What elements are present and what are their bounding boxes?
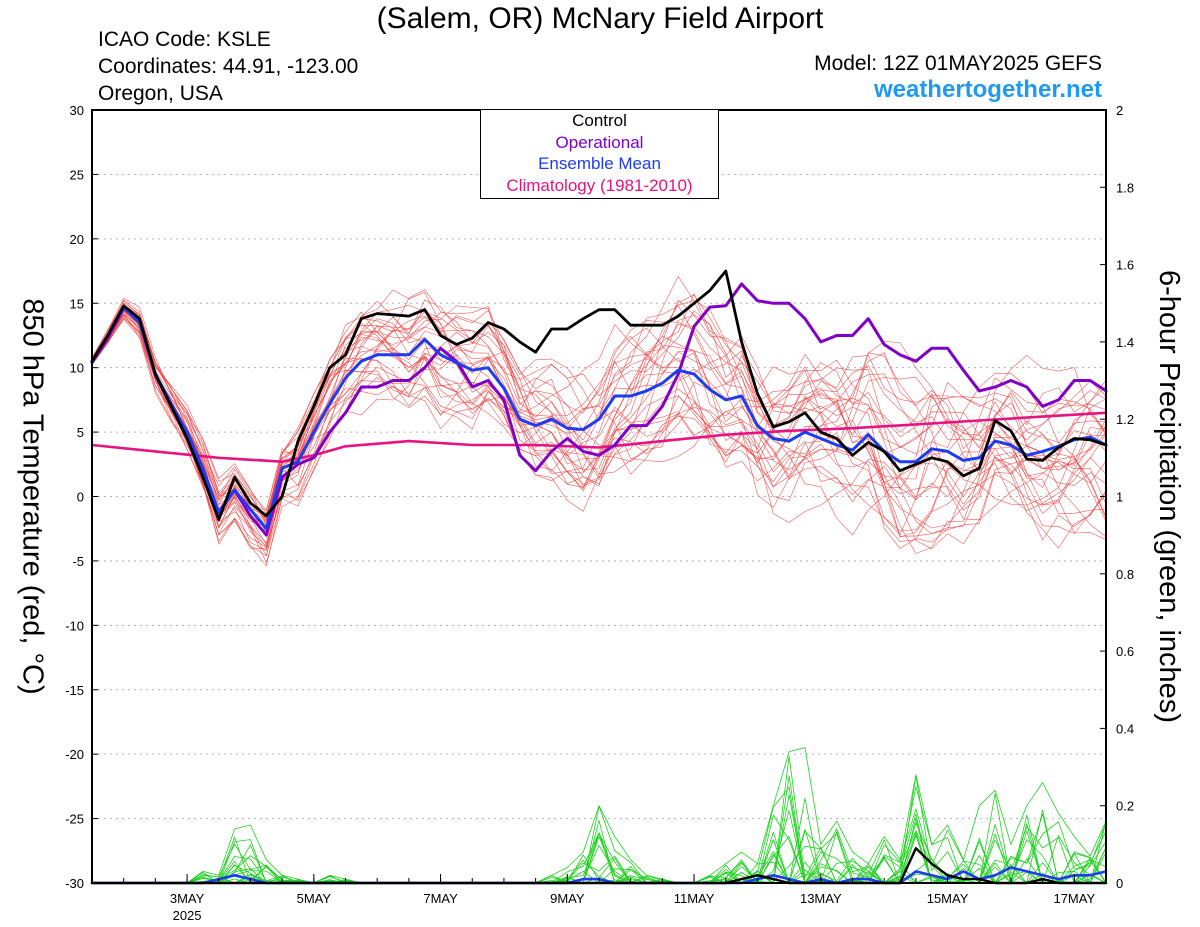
ensemble-mean-line <box>90 305 1108 531</box>
y-tick-label-right-3: 1.4 <box>1116 335 1134 350</box>
x-tick-label-1: 5MAY <box>297 891 332 906</box>
x-tick-label-3: 9MAY <box>550 891 585 906</box>
ensemble-member-21 <box>91 309 1107 529</box>
y-axis-label-left: 850 hPa Temperature (red, °C) <box>16 297 49 695</box>
legend: Control Operational Ensemble Mean Climat… <box>480 109 719 199</box>
icao-code: ICAO Code: KSLE <box>98 28 271 51</box>
ensemble-member-1 <box>91 308 1107 550</box>
x-tick-label-0: 3MAY <box>170 891 205 906</box>
ensemble-member-6 <box>91 299 1107 529</box>
ensemble-member-9 <box>91 308 1107 567</box>
y-tick-label-left-0: 30 <box>70 103 84 118</box>
coordinates: Coordinates: 44.91, -123.00 <box>98 55 359 78</box>
y-tick-label-right-7: 0.6 <box>1116 644 1134 659</box>
y-tick-label-left-12: -30 <box>65 876 84 891</box>
y-tick-label-right-8: 0.4 <box>1116 721 1134 736</box>
legend-operational: Operational <box>555 132 644 152</box>
site-link[interactable]: weathertogether.net <box>873 76 1102 103</box>
ensemble-member-24 <box>91 304 1107 546</box>
y-tick-label-right-4: 1.2 <box>1116 412 1134 427</box>
ensemble-member-15 <box>91 289 1107 525</box>
x-tick-label-5: 13MAY <box>800 891 842 906</box>
legend-ensemble-mean: Ensemble Mean <box>538 154 661 173</box>
y-tick-label-right-9: 0.2 <box>1116 799 1134 814</box>
y-tick-label-left-1: 25 <box>70 167 84 182</box>
page-title: (Salem, OR) McNary Field Airport <box>376 2 824 35</box>
precip-max-line <box>91 747 1107 884</box>
x-tick-label-4: 11MAY <box>674 891 715 906</box>
x-tick-label-6: 15MAY <box>927 891 969 906</box>
precip-member-1 <box>91 786 1107 884</box>
ensemble-member-25 <box>91 300 1107 554</box>
y-tick-label-right-5: 1 <box>1116 490 1123 505</box>
y-tick-label-left-8: -10 <box>65 618 84 633</box>
y-tick-label-left-10: -20 <box>65 747 84 762</box>
y-tick-label-left-11: -25 <box>65 812 84 827</box>
model-run: Model: 12Z 01MAY2025 GEFS <box>814 52 1102 75</box>
y-tick-label-left-4: 10 <box>70 361 84 376</box>
ensemble-member-16 <box>91 305 1107 548</box>
y-tick-label-right-0: 2 <box>1116 103 1123 118</box>
y-tick-label-left-3: 15 <box>70 296 84 311</box>
ensemble-member-14 <box>91 311 1107 538</box>
y-tick-label-right-10: 0 <box>1116 876 1123 891</box>
y-tick-label-left-2: 20 <box>70 232 84 247</box>
y-tick-label-right-6: 0.8 <box>1116 567 1134 582</box>
ensemble-member-11 <box>91 299 1107 544</box>
y-tick-label-left-5: 5 <box>77 425 84 440</box>
precip-member-14 <box>91 755 1107 884</box>
y-tick-label-left-7: -5 <box>72 554 84 569</box>
control-line <box>90 269 1108 522</box>
operational-line <box>90 282 1108 537</box>
ensemble-member-23 <box>91 289 1107 548</box>
climatology-line <box>90 411 1108 464</box>
ensemble-member-28 <box>91 307 1107 564</box>
precip-member-15 <box>91 775 1107 884</box>
x-tick-sublabel-0: 2025 <box>173 908 202 923</box>
region: Oregon, USA <box>98 82 223 105</box>
y-tick-label-right-2: 1.6 <box>1116 258 1134 273</box>
legend-control: Control <box>572 111 627 130</box>
y-tick-label-right-1: 1.8 <box>1116 180 1134 195</box>
precip-member-11 <box>91 775 1107 884</box>
x-tick-label-7: 17MAY <box>1053 891 1095 906</box>
precip-member-10 <box>91 794 1107 884</box>
ensemble-member-5 <box>91 308 1107 511</box>
ensemble-member-17 <box>91 304 1107 542</box>
y-tick-label-left-6: 0 <box>77 490 84 505</box>
y-axis-label-right: 6-hour Precipitation (green, inches) <box>1152 269 1185 723</box>
legend-climatology: Climatology (1981-2010) <box>506 175 693 195</box>
precip-member-7 <box>91 814 1107 884</box>
y-tick-label-left-9: -15 <box>65 683 84 698</box>
x-tick-label-2: 7MAY <box>423 891 458 906</box>
ensemble-member-26 <box>91 305 1107 526</box>
